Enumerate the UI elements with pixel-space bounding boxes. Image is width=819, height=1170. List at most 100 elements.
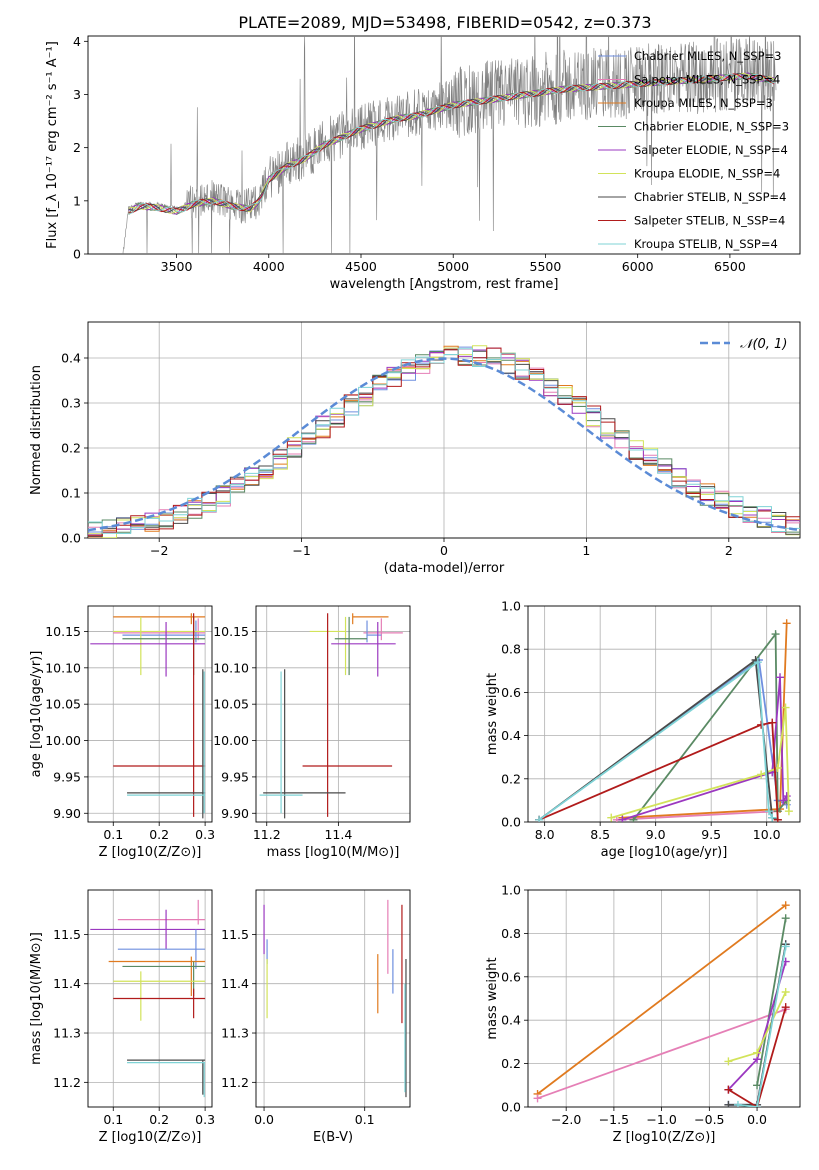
x-tick-label: 6000	[622, 259, 654, 274]
axes-frame	[87, 321, 801, 539]
x-tick-label: 3500	[161, 259, 193, 274]
y-tick-label: 0.2	[501, 1056, 521, 1071]
y-tick-label: 0.4	[501, 1013, 521, 1028]
weight-marker-kS	[781, 942, 790, 951]
y-tick-label: 9.95	[221, 769, 249, 784]
age_vs_mass-panel: 11.2 11.4 9.90 9.95 10.00 10.05 10.10 10.15 mass…	[213, 605, 411, 860]
axes-frame	[87, 35, 801, 255]
y-tick-label: 0.6	[501, 969, 521, 984]
y-tick-label: 0.6	[501, 685, 521, 700]
legend-label-kM: Kroupa MILES, N_SSP=3	[634, 96, 773, 110]
y-tick-label: 11.5	[221, 927, 249, 942]
x-tick-label: 8.5	[590, 827, 610, 842]
weight-marker-sS	[773, 815, 782, 822]
x-tick-label: 8.0	[535, 827, 555, 842]
x-tick-label: 0.0	[254, 1112, 274, 1127]
legend-label-sS: Salpeter STELIB, N_SSP=4	[634, 214, 785, 228]
y-tick-label: 11.4	[53, 976, 81, 991]
weight-marker-kS	[753, 1103, 762, 1107]
y-axis-label: age [log10(age/yr)]	[29, 651, 44, 778]
y-tick-label: 11.3	[221, 1026, 249, 1041]
weight_vs_Z-panel: −2.0 −1.5 −1.0 −0.5 0.0 0.0 0.2 0.4 0.6 0.8 1.0 Z […	[485, 883, 801, 1145]
x-axis-label: age [log10(age/yr)]	[601, 845, 728, 860]
weight-marker-sS	[768, 718, 777, 727]
weight-marker-kE	[724, 1057, 733, 1066]
legend-label-sE: Salpeter ELODIE, N_SSP=4	[634, 143, 788, 157]
y-tick-label: 11.5	[53, 927, 81, 942]
weight-marker-kS	[768, 813, 777, 822]
y-tick-label: 4	[73, 34, 81, 49]
weight-line-cE	[756, 918, 787, 1086]
weight-marker-kE	[753, 1048, 762, 1057]
y-tick-label: 11.4	[221, 976, 249, 991]
weight-marker-sM	[533, 1094, 542, 1103]
y-axis-label: mass [log10(M/M⊙)]	[29, 932, 44, 1065]
weight-marker-sS	[724, 1085, 733, 1094]
weight-marker-kS	[535, 815, 544, 822]
y-axis-label: Flux [f_λ 10⁻¹⁷ erg cm⁻² s⁻¹ A⁻¹]	[45, 41, 60, 249]
axes-frame	[255, 605, 411, 823]
residuals-panel: −2 −1 0 1 2 0.0 0.1 0.2 0.3 0.4 (data-model)/error…	[29, 321, 801, 576]
y-tick-label: 11.2	[53, 1075, 81, 1090]
age_vs_Z-panel: 0.1 0.2 0.3 9.90 9.95 10.00 10.05 10.10 10.15 Z […	[29, 605, 215, 860]
legend-label-cS: Chabrier STELIB, N_SSP=4	[634, 190, 786, 204]
y-tick-label: 0.8	[501, 926, 521, 941]
weight-line-kM	[536, 904, 787, 1095]
plot-area	[122, 36, 777, 254]
weight-marker-cS	[724, 1100, 733, 1107]
y-tick-label: 0.3	[61, 396, 81, 411]
x-axis-label: mass [log10(M/M⊙)]	[267, 845, 400, 860]
x-axis-label: wavelength [Angstrom, rest frame]	[330, 277, 559, 292]
weight-marker-kE	[784, 807, 793, 816]
plot-area	[533, 901, 790, 1107]
plot-area	[88, 345, 800, 538]
weight-marker-sE	[779, 796, 788, 805]
x-tick-label: 11.4	[324, 827, 352, 842]
weight-marker-sS	[781, 1003, 790, 1012]
mass_vs_ebv-panel: 0.0 0.1 11.2 11.3 11.4 11.5 E(B-V)	[221, 889, 411, 1145]
x-tick-label: 0.0	[747, 1112, 767, 1127]
y-tick-label: 2	[73, 140, 81, 155]
y-tick-label: 1.0	[501, 883, 521, 898]
x-tick-label: 5500	[530, 259, 562, 274]
y-axis-label: mass weight	[485, 673, 500, 755]
weight-marker-cE	[771, 630, 780, 639]
x-axis-label: Z [log10(Z/Z⊙)]	[99, 1130, 202, 1145]
weight-marker-kS	[753, 658, 762, 667]
y-tick-label: 1.0	[501, 599, 521, 614]
y-tick-label: 0.4	[61, 351, 81, 366]
y-tick-label: 0.8	[501, 642, 521, 657]
x-tick-label: −1.5	[599, 1112, 629, 1127]
weight-marker-kM	[781, 901, 790, 910]
weight-line-kS	[538, 660, 774, 821]
legend-label-cE: Chabrier ELODIE, N_SSP=3	[634, 120, 789, 134]
x-tick-label: 0.1	[103, 1112, 123, 1127]
x-tick-label: −2	[150, 543, 168, 558]
x-tick-label: −1	[292, 543, 310, 558]
weight-line-kS	[737, 946, 787, 1107]
y-tick-label: 1	[73, 193, 81, 208]
x-tick-label: 4500	[345, 259, 377, 274]
axes-frame	[527, 605, 801, 823]
x-tick-label: 0.2	[149, 1112, 169, 1127]
y-tick-label: 11.2	[221, 1075, 249, 1090]
weight-marker-kM	[782, 619, 791, 628]
weight-marker-kE	[781, 703, 790, 712]
y-tick-label: 9.90	[53, 806, 81, 821]
x-tick-label: 0.3	[195, 827, 215, 842]
x-tick-label: 0.1	[355, 1112, 375, 1127]
x-tick-label: 2	[725, 543, 733, 558]
model-line-kS	[128, 73, 775, 215]
y-tick-label: 10.05	[45, 697, 81, 712]
weight-line-sS	[538, 721, 779, 821]
y-tick-label: 0.2	[61, 441, 81, 456]
mass_vs_Z-panel: 0.1 0.2 0.3 11.2 11.3 11.4 11.5 Z [log10(Z/Z⊙)]…	[29, 889, 215, 1145]
weight-marker-kS	[733, 1100, 742, 1107]
model-line-kE	[128, 72, 775, 214]
plot-area	[90, 899, 206, 1098]
x-tick-label: 9.0	[646, 827, 666, 842]
weight-marker-sE	[618, 815, 627, 822]
y-axis-label: mass weight	[485, 957, 500, 1039]
y-tick-label: 0.4	[501, 728, 521, 743]
